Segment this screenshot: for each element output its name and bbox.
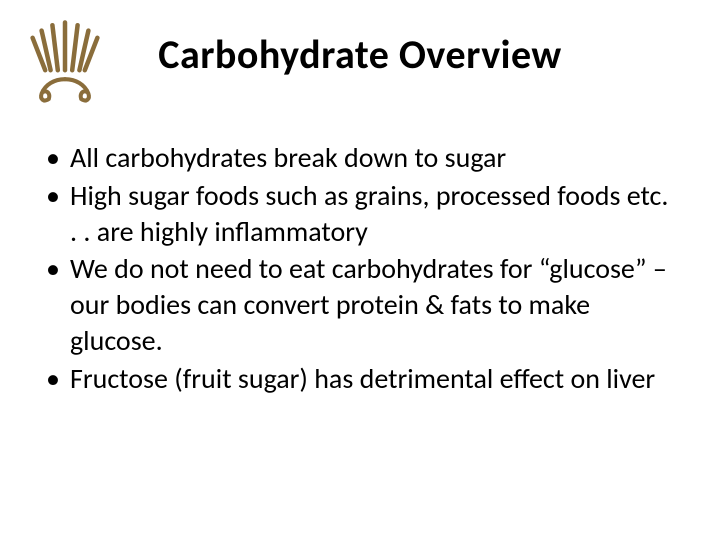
bullet-list: All carbohydrates break down to sugar Hi… [42, 140, 678, 397]
bullet-item: All carbohydrates break down to sugar [42, 140, 678, 176]
slide-title: Carbohydrate Overview [0, 30, 720, 79]
bullet-item: High sugar foods such as grains, process… [42, 178, 678, 250]
bullet-item: We do not need to eat carbohydrates for … [42, 251, 678, 358]
slide-body: All carbohydrates break down to sugar Hi… [42, 140, 678, 399]
bullet-item: Fructose (fruit sugar) has detrimental e… [42, 361, 678, 397]
